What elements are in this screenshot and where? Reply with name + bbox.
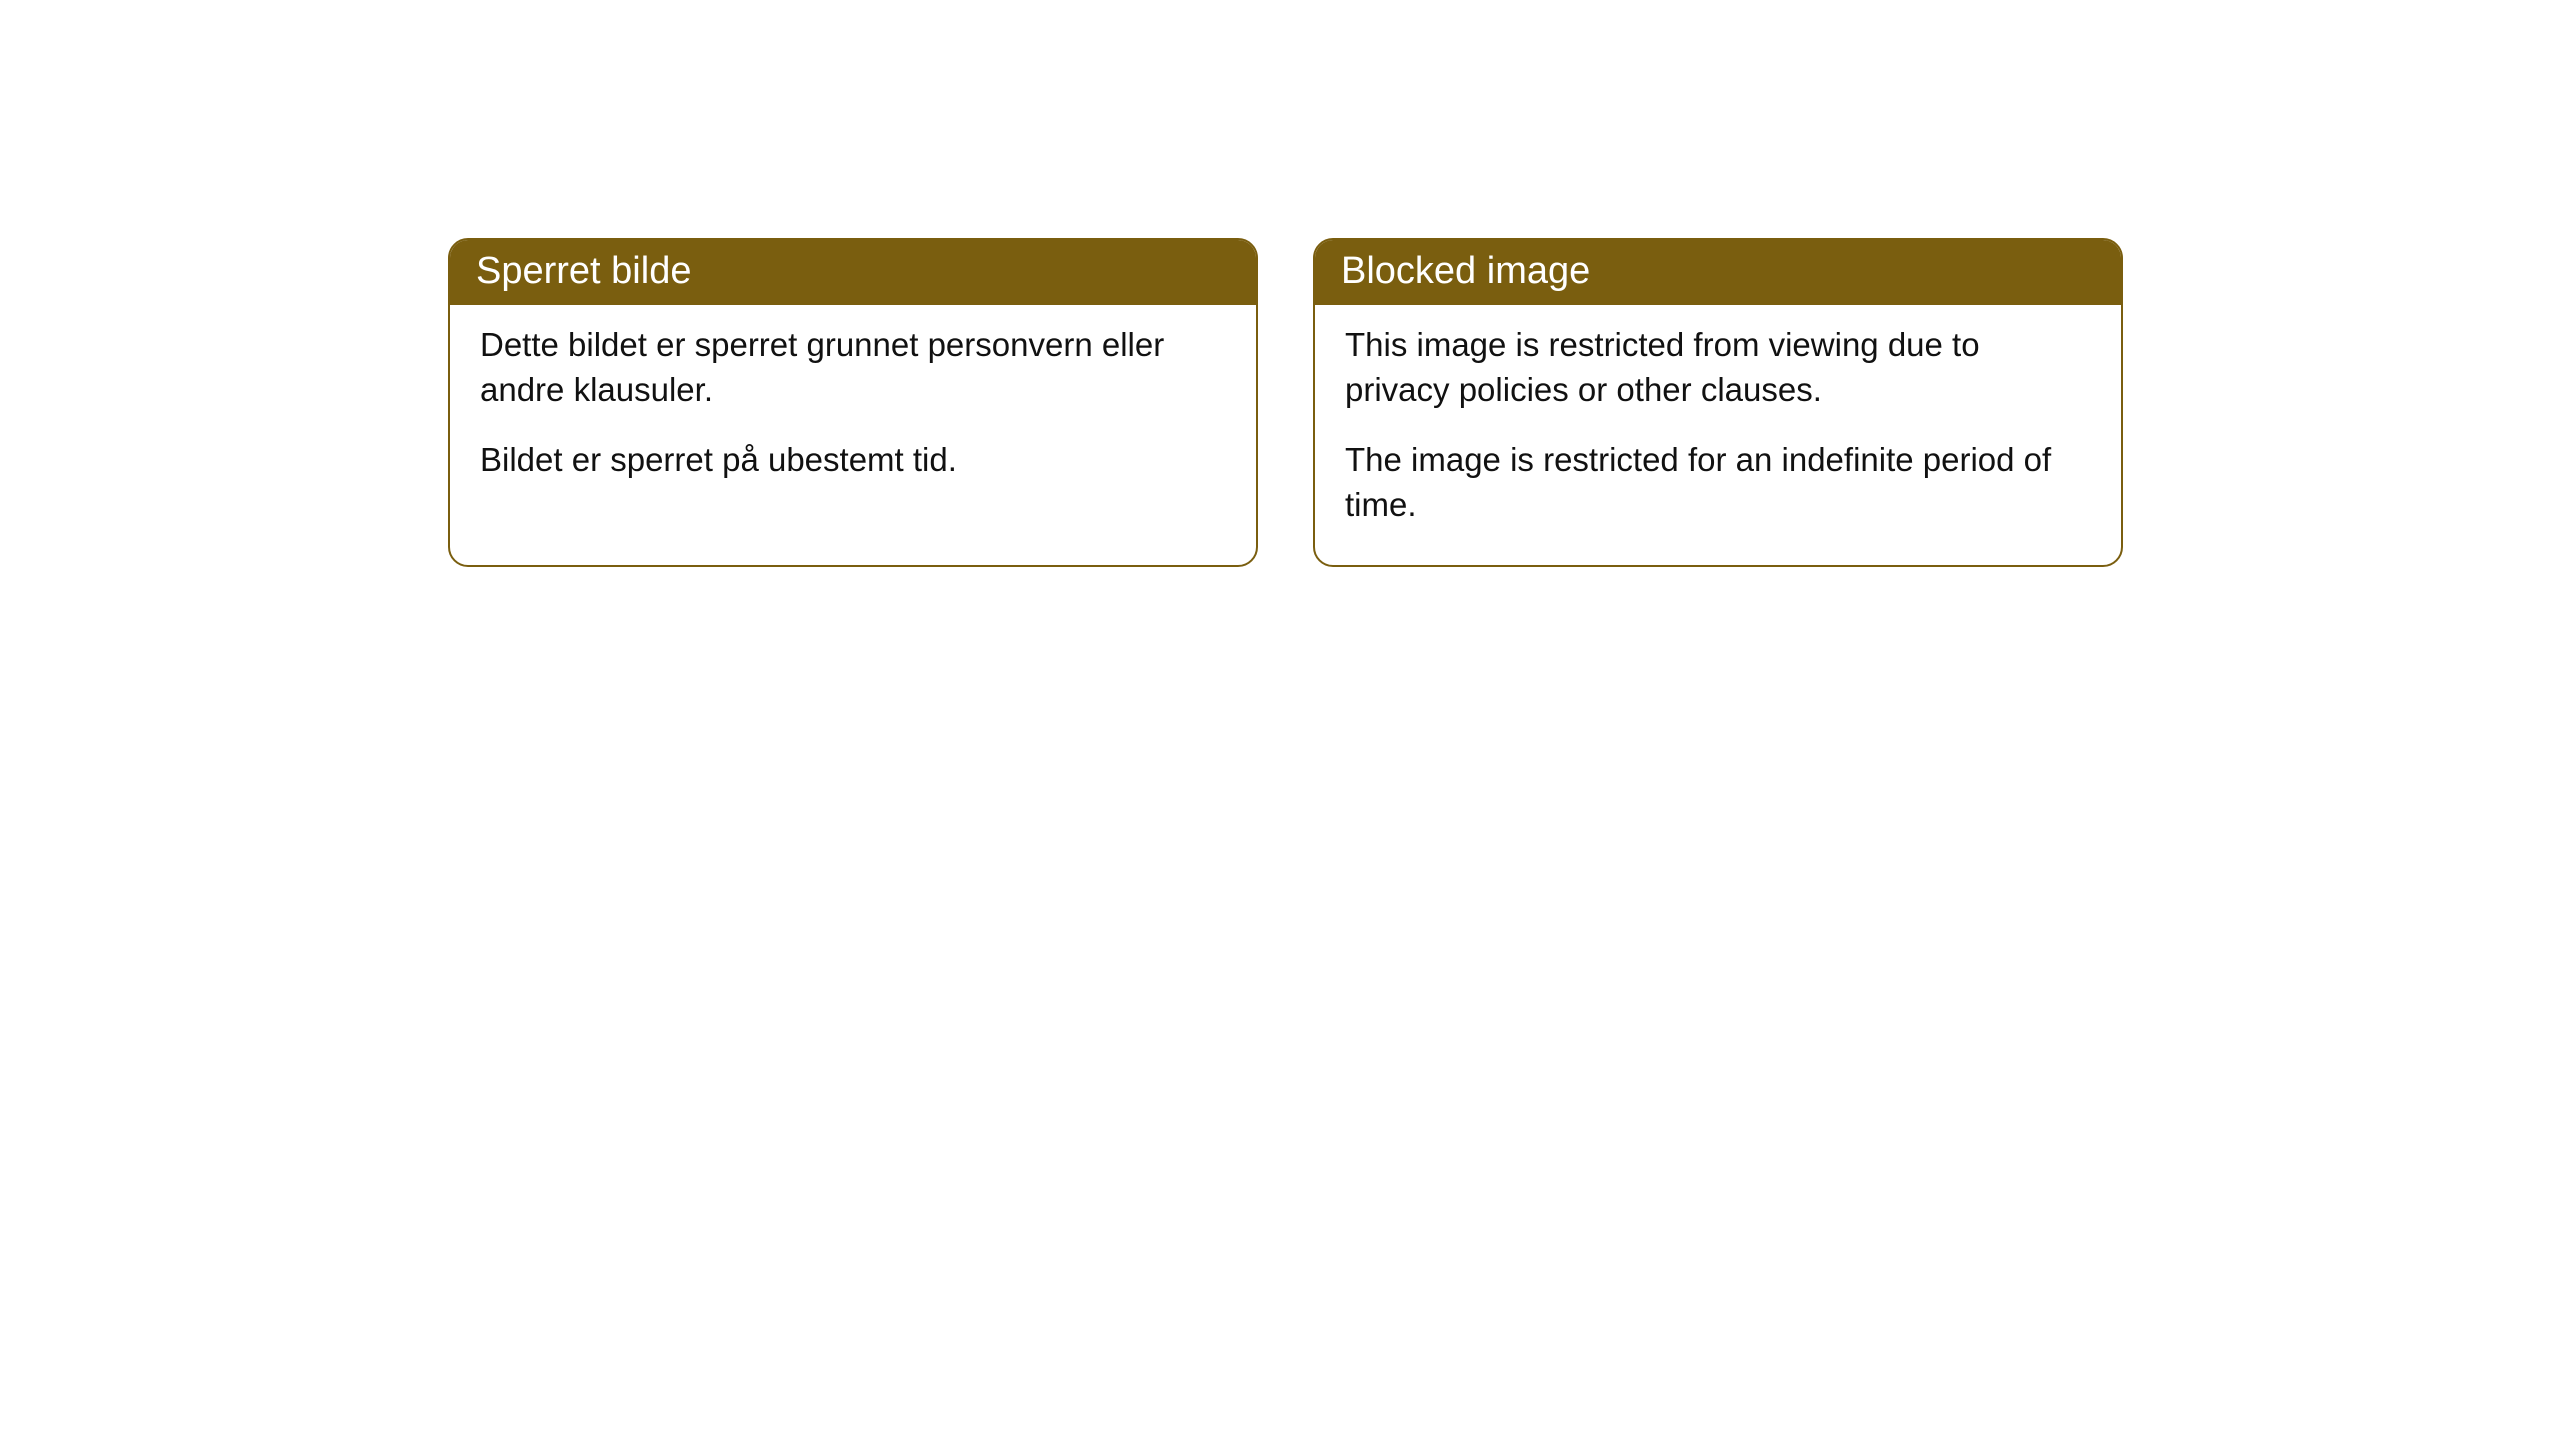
notice-paragraph: This image is restricted from viewing du…: [1345, 323, 2091, 412]
notice-container: Sperret bilde Dette bildet er sperret gr…: [448, 238, 2123, 567]
notice-card-english: Blocked image This image is restricted f…: [1313, 238, 2123, 567]
notice-paragraph: Dette bildet er sperret grunnet personve…: [480, 323, 1226, 412]
notice-paragraph: Bildet er sperret på ubestemt tid.: [480, 438, 1226, 483]
notice-header: Sperret bilde: [450, 240, 1256, 305]
notice-paragraph: The image is restricted for an indefinit…: [1345, 438, 2091, 527]
notice-body: Dette bildet er sperret grunnet personve…: [450, 305, 1256, 521]
notice-body: This image is restricted from viewing du…: [1315, 305, 2121, 565]
notice-card-norwegian: Sperret bilde Dette bildet er sperret gr…: [448, 238, 1258, 567]
notice-header: Blocked image: [1315, 240, 2121, 305]
